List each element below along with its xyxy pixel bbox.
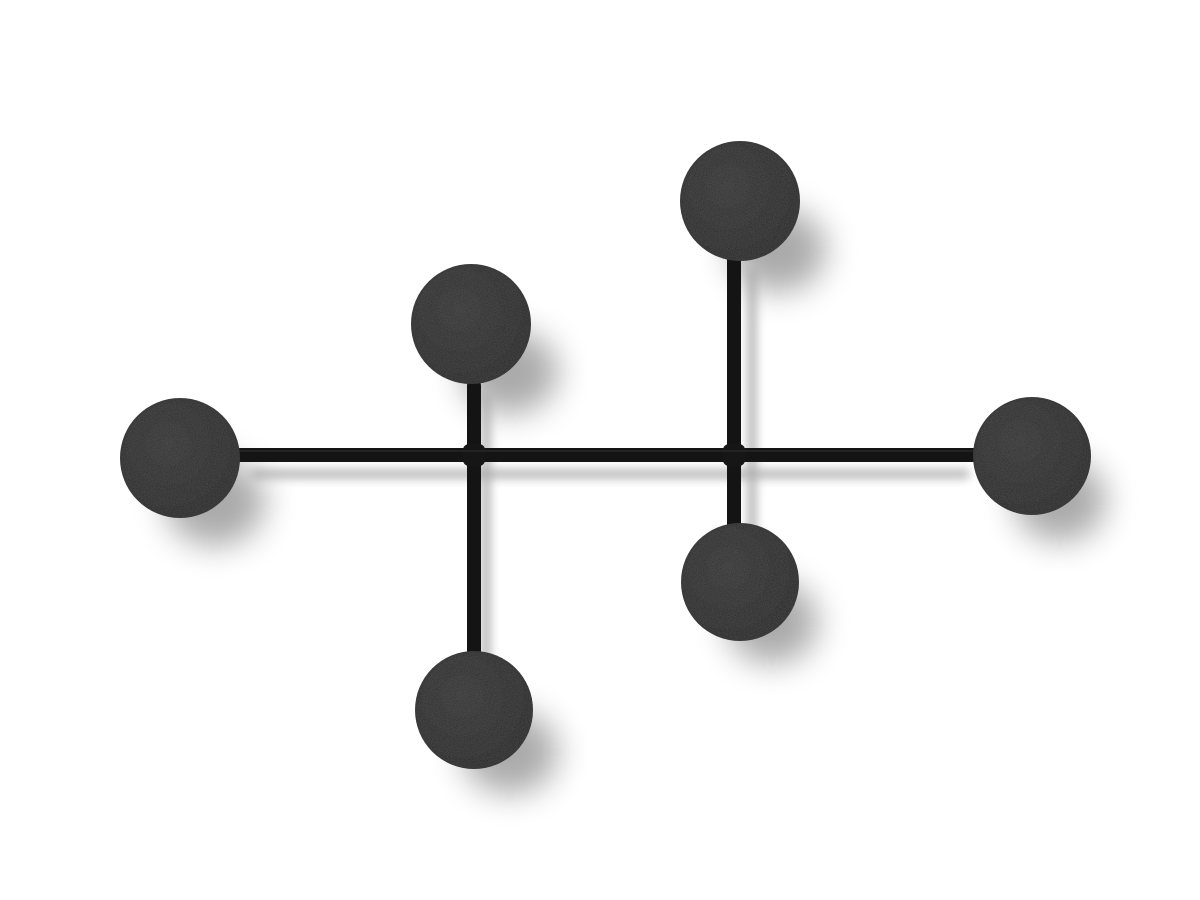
knob-upper-left	[411, 264, 531, 384]
knob-top	[680, 141, 800, 261]
knob-bottom	[415, 651, 533, 769]
knob-lower-right	[681, 523, 799, 641]
knob-right	[973, 397, 1091, 515]
hook-knobs	[120, 141, 1091, 769]
rack-shadows	[165, 208, 1106, 794]
left-vertical-rod	[467, 380, 481, 690]
knob-highlights	[120, 141, 1091, 769]
horizontal-rod	[235, 448, 980, 462]
rack-frame	[235, 255, 980, 690]
knob-left	[120, 398, 240, 518]
right-vertical-rod	[727, 255, 741, 545]
